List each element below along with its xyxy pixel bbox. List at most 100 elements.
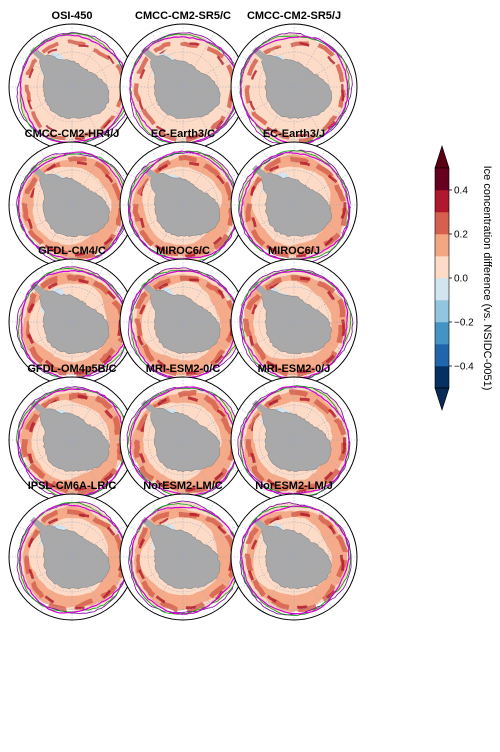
map-field: [9, 24, 135, 150]
graticule-longitude: [128, 290, 238, 354]
colorbar-tick-label: −0.4: [454, 362, 474, 373]
colorbar-tick-label: 0.2: [454, 230, 468, 241]
ice-diff-band: [133, 389, 236, 493]
colorbar-cell: [435, 300, 449, 323]
graticule-longitude: [128, 173, 238, 237]
map-panel: GFDL-OM4p5B/C: [8, 363, 136, 504]
ice-diff-band: [244, 510, 349, 613]
graticule-longitude: [239, 525, 349, 589]
colorbar-tick-label: 0.0: [454, 274, 468, 285]
map-field: [120, 259, 246, 385]
graticule-latitude: [36, 51, 108, 123]
colorbar-cell: [435, 256, 449, 279]
colorbar-tick-label: 0.4: [454, 186, 468, 197]
panel-title: MRI-ESM2-0/C: [146, 363, 221, 375]
antarctic-peninsula: [141, 282, 163, 302]
graticule-latitude: [258, 169, 330, 241]
map-panel: CMCC-CM2-SR5/C: [119, 10, 247, 151]
graticule-latitude: [147, 404, 219, 476]
panel-title: MIROC6/J: [268, 245, 320, 257]
ice-edge-contour: [19, 34, 129, 144]
colorbar-cell: [435, 212, 449, 235]
panel-title: CMCC-CM2-SR5/C: [135, 10, 231, 22]
graticule-longitude: [128, 408, 238, 472]
map-panel: EC-Earth3/C: [119, 128, 247, 269]
ice-diff-band: [244, 41, 347, 143]
map-field: [120, 494, 246, 620]
panel-title: EC-Earth3/J: [263, 128, 325, 140]
ice-diff-band: [134, 275, 238, 377]
colorbar-tick-label: −0.2: [454, 318, 474, 329]
ice-diff-band: [132, 154, 235, 257]
panel-title: MRI-ESM2-0/J: [258, 363, 331, 375]
map-field: [231, 142, 357, 268]
map-panel: NorESM2-LM/C: [119, 480, 247, 621]
graticule-longitude: [128, 55, 238, 119]
colorbar-cell: [435, 190, 449, 213]
antarctic-peninsula: [30, 47, 52, 67]
graticule-longitude: [17, 55, 127, 119]
graticule-latitude: [147, 286, 219, 358]
antarctic-peninsula: [141, 47, 163, 67]
antarctic-peninsula: [30, 517, 52, 537]
graticule-latitude: [36, 404, 108, 476]
colorbar-extend-min: [434, 387, 450, 411]
ice-edge-contour: [16, 266, 129, 379]
ice-diff-band: [20, 392, 124, 496]
antarctica-land: [261, 525, 332, 590]
ice-edge-contour: [129, 270, 240, 379]
panel-title: CMCC-CM2-HR4/J: [25, 128, 120, 140]
map-panel: CMCC-CM2-HR4/J: [8, 128, 136, 269]
antarctica-land: [150, 172, 221, 237]
antarctica-land: [261, 289, 332, 355]
map-panel: MRI-ESM2-0/J: [230, 363, 358, 504]
colorbar-cell: [435, 322, 449, 345]
antarctic-peninsula: [141, 517, 163, 537]
colorbar-cell: [435, 278, 449, 301]
graticule-longitude: [128, 525, 238, 589]
antarctica-land: [150, 524, 221, 590]
map-field: [120, 377, 246, 503]
map-panel: OSI-450: [8, 10, 136, 151]
antarctica-land: [150, 54, 221, 119]
map-panel: MRI-ESM2-0/C: [119, 363, 247, 504]
antarctica-land: [39, 408, 111, 472]
map-field: [120, 142, 246, 268]
map-field: [9, 377, 135, 503]
graticule-longitude: [40, 502, 104, 612]
map-panel: NorESM2-LM/J: [230, 480, 358, 621]
panel-title: GFDL-OM4p5B/C: [27, 363, 116, 375]
ice-edge-contour: [129, 32, 242, 145]
colorbar-extend-max: [434, 145, 450, 169]
panel-title: CMCC-CM2-SR5/J: [247, 10, 341, 22]
colorbar-cell: [435, 234, 449, 257]
graticule-latitude: [147, 51, 219, 123]
ice-diff-band: [136, 511, 239, 614]
colorbar-cell: [435, 344, 449, 367]
colorbar-cells: [434, 145, 450, 411]
graticule-latitude: [36, 521, 108, 593]
colorbar-cell: [435, 168, 449, 191]
antarctica-land: [150, 290, 221, 354]
graticule-latitude: [258, 286, 330, 358]
ice-diff-band: [22, 156, 124, 259]
ice-edge-contour: [16, 32, 130, 145]
panel-title: OSI-450: [52, 10, 93, 22]
panel-title: GFDL-CM4/C: [38, 245, 106, 257]
ice-diff-band: [245, 389, 348, 492]
graticule-latitude: [36, 169, 108, 241]
map-frame: [230, 493, 358, 621]
antarctica-land: [39, 54, 110, 120]
colorbar-cell: [435, 366, 449, 389]
graticule-latitude: [147, 169, 219, 241]
ice-edge-contour: [19, 503, 129, 614]
ice-diff-band: [24, 508, 126, 612]
ice-diff-band: [242, 275, 346, 377]
graticule-latitude: [258, 404, 330, 476]
map-field: [231, 494, 357, 620]
map-field: [9, 259, 135, 385]
panel-title: NorESM2-LM/J: [255, 480, 333, 492]
map-field: [231, 24, 357, 150]
colorbar-label: Ice concentration difference (vs. NSIDC-…: [481, 166, 493, 391]
